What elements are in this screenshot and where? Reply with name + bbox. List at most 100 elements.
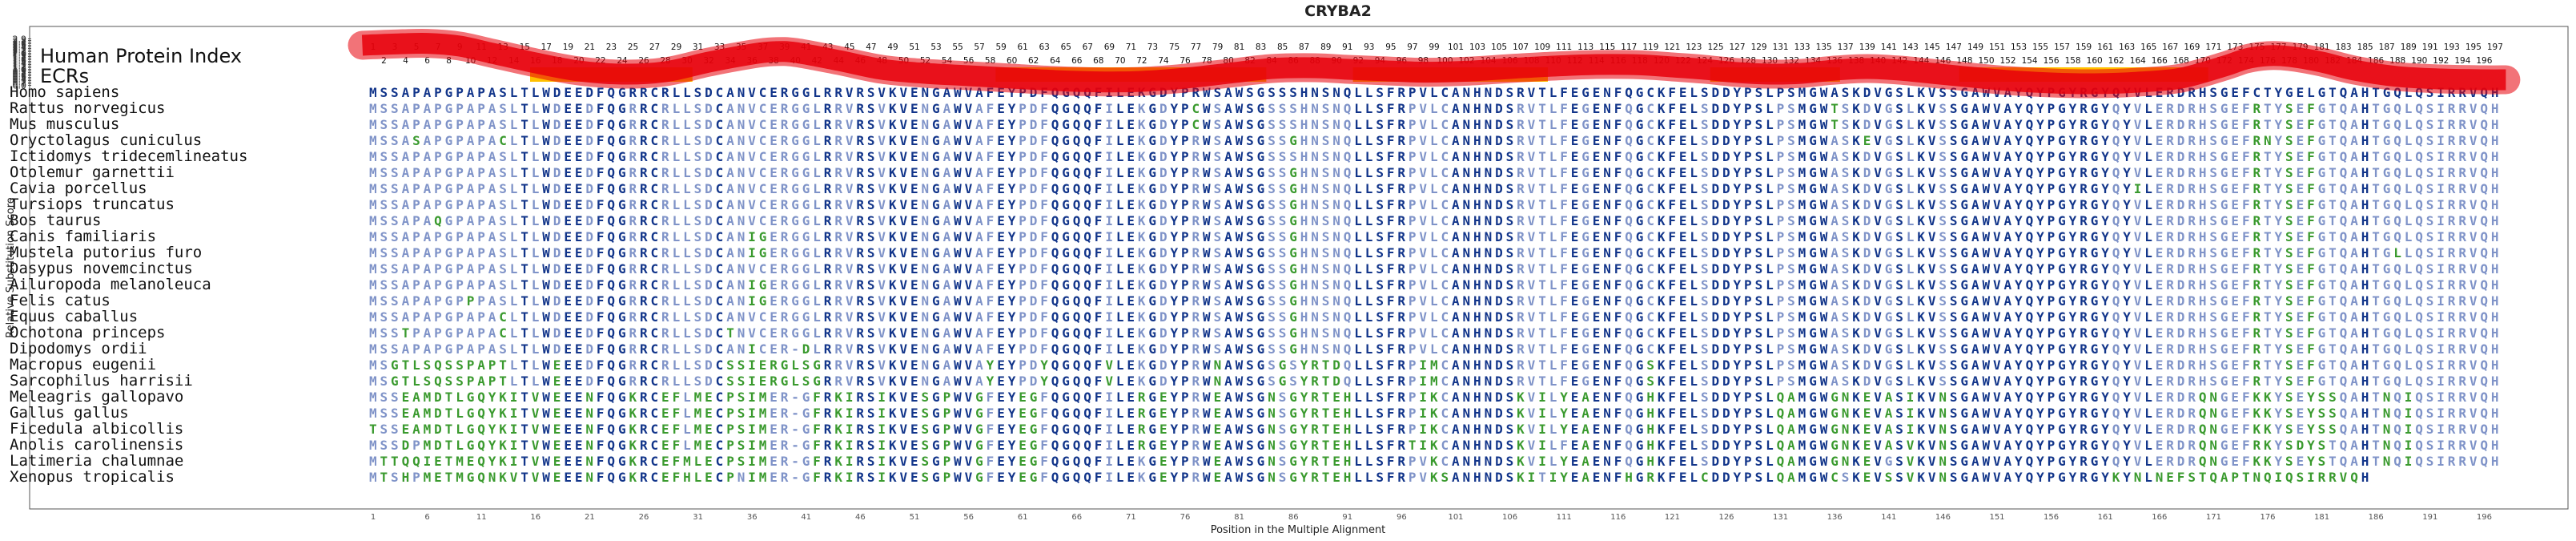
- y-tick-label: 2.5: [13, 41, 27, 51]
- x-tick-label: 181: [2314, 513, 2329, 522]
- human-index-number: 149: [1967, 42, 1983, 52]
- human-index-number: 123: [1686, 42, 1702, 52]
- human-index-number: 139: [1859, 42, 1875, 52]
- human-index-number: 71: [1126, 42, 1136, 52]
- y-tick-label: 2.6: [13, 39, 27, 50]
- human-index-number: 152: [1999, 56, 2015, 66]
- x-axis-ticks: 1 6 11 16 21 26 31 36 41 46 51 56 61 66 71 76 81 86 91 96 10…: [371, 513, 2492, 522]
- x-tick-label: 31: [693, 513, 703, 522]
- human-index-number: 59: [996, 42, 1007, 52]
- human-index-number: 169: [2184, 42, 2200, 52]
- human-index-number: 150: [1978, 56, 1994, 66]
- x-tick-label: 126: [1718, 513, 1734, 522]
- human-index-number: 69: [1104, 42, 1115, 52]
- human-index-number: 105: [1491, 42, 1507, 52]
- species-name: Latimeria chalumnae: [10, 452, 183, 470]
- human-index-number: 76: [1179, 56, 1191, 66]
- human-index-number: 6: [424, 56, 430, 66]
- species-name: Oryctolagus cuniculus: [10, 131, 202, 149]
- x-tick-label: 71: [1126, 513, 1136, 522]
- x-tick-label: 156: [2044, 513, 2059, 522]
- human-index-number: 68: [1093, 56, 1103, 66]
- y-tick-label: 0.1: [13, 79, 27, 90]
- y-tick-label: 1.5: [13, 57, 27, 67]
- y-tick-label: 2.9: [13, 34, 27, 45]
- human-index-number: 27: [649, 42, 660, 52]
- human-index-number: 60: [1007, 56, 1017, 66]
- human-index-number: 79: [1212, 42, 1223, 52]
- plot-frame: [29, 26, 2569, 510]
- chart-title: CRYBA2: [1304, 2, 1372, 20]
- y-tick-label: 1.8: [13, 52, 27, 63]
- human-index-label: Human Protein Index: [40, 45, 242, 67]
- human-index-number: 47: [866, 42, 876, 52]
- human-index-number: 75: [1169, 42, 1179, 52]
- human-index-number: 119: [1642, 42, 1658, 52]
- human-index-number: 141: [1881, 42, 1897, 52]
- human-index-number: 131: [1773, 42, 1789, 52]
- x-tick-label: 61: [1018, 513, 1028, 522]
- human-index-number: 101: [1448, 42, 1464, 52]
- ecr-label: ECRs: [40, 65, 89, 87]
- x-tick-label: 96: [1397, 513, 1407, 522]
- y-tick-label: 0.2: [13, 78, 27, 88]
- human-index-number: 66: [1071, 56, 1083, 66]
- x-tick-label: 186: [2369, 513, 2384, 522]
- x-tick-label: 101: [1448, 513, 1463, 522]
- y-tick-label: 1.3: [13, 60, 27, 71]
- human-index-number: 70: [1115, 56, 1125, 66]
- x-tick-label: 6: [424, 513, 429, 522]
- human-index-number: 163: [2119, 42, 2135, 52]
- human-index-number: 55: [952, 42, 962, 52]
- human-index-number: 111: [1556, 42, 1572, 52]
- human-index-number: 107: [1513, 42, 1529, 52]
- species-name: Cavia porcellus: [10, 180, 147, 197]
- human-index-number: 115: [1599, 42, 1615, 52]
- human-index-number: 77: [1191, 42, 1201, 52]
- y-tick-label: 2.1: [13, 47, 27, 58]
- human-index-number: 183: [2336, 42, 2352, 52]
- alignment-rows: Homo sapiens M S S A P A P G P A P A S L T L W D E E D F Q G R R C R…: [10, 83, 2499, 486]
- human-index-number: 17: [541, 42, 552, 52]
- human-index-number: 109: [1534, 42, 1550, 52]
- x-tick-label: 86: [1288, 513, 1299, 522]
- species-name: Anolis carolinensis: [10, 436, 183, 454]
- species-name: Meleagris gallopavo: [10, 388, 183, 406]
- human-index-number: 63: [1039, 42, 1050, 52]
- y-tick-label: 2.2: [13, 46, 27, 56]
- human-index-number: 157: [2054, 42, 2070, 52]
- human-index-number: 81: [1234, 42, 1244, 52]
- x-tick-label: 16: [530, 513, 541, 522]
- x-tick-label: 111: [1557, 513, 1572, 522]
- human-index-number: 171: [2205, 42, 2221, 52]
- x-tick-label: 106: [1502, 513, 1517, 522]
- human-index-number: 145: [1924, 42, 1940, 52]
- x-tick-label: 166: [2152, 513, 2167, 522]
- x-tick-label: 131: [1773, 513, 1788, 522]
- human-index-number: 156: [2044, 56, 2060, 66]
- x-tick-label: 1: [371, 513, 376, 522]
- x-tick-label: 11: [476, 513, 487, 522]
- y-tick-label: 1.2: [13, 62, 27, 72]
- human-index-number: 53: [930, 42, 941, 52]
- human-index-number: 185: [2357, 42, 2373, 52]
- y-tick-label: 0.5: [13, 73, 27, 83]
- human-index-number: 62: [1028, 56, 1039, 66]
- x-tick-label: 91: [1342, 513, 1352, 522]
- y-tick-label: 0.3: [13, 76, 27, 87]
- y-tick-label: 2.8: [13, 36, 27, 46]
- y-tick-label: 2.4: [13, 42, 27, 53]
- human-index-number: 29: [671, 42, 681, 52]
- human-index-number: 197: [2487, 42, 2503, 52]
- human-index-number: 125: [1707, 42, 1723, 52]
